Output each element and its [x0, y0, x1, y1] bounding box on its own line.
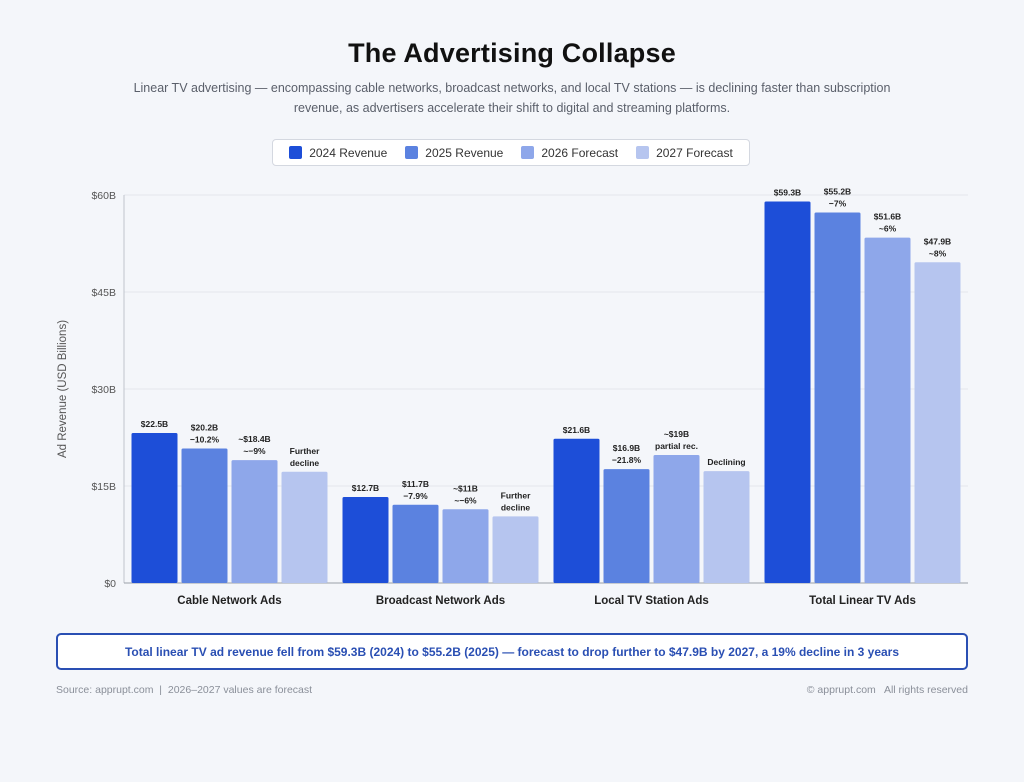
- data-label: $21.6B: [563, 425, 590, 435]
- legend-label: 2026 Forecast: [541, 145, 619, 160]
- data-label: −10.2%: [190, 434, 220, 444]
- legend-item: 2027 Forecast: [636, 146, 733, 160]
- bar: [281, 471, 328, 583]
- x-tick-label: Local TV Station Ads: [594, 595, 709, 607]
- data-label: $22.5B: [141, 419, 168, 429]
- data-label: Further: [290, 446, 320, 456]
- data-label: −7%: [829, 198, 847, 208]
- bar: [342, 496, 389, 583]
- legend-swatch: [636, 146, 650, 159]
- data-label: −21.8%: [612, 455, 642, 465]
- y-tick-label: $30B: [91, 384, 116, 396]
- data-label: $12.7B: [352, 483, 379, 493]
- bar: [914, 262, 961, 583]
- data-label: ~$19B: [664, 429, 689, 439]
- legend-item: 2024 Revenue: [289, 146, 387, 160]
- y-tick-label: $60B: [91, 190, 116, 202]
- bar: [181, 448, 228, 583]
- data-label: $59.3B: [774, 187, 801, 197]
- legend-swatch: [405, 146, 419, 159]
- data-label: ~$18.4B: [238, 434, 270, 444]
- summary-callout: Total linear TV ad revenue fell from $59…: [56, 633, 968, 670]
- data-label: partial rec.: [655, 441, 698, 451]
- y-tick-label: $0: [104, 578, 116, 590]
- bar: [231, 460, 278, 583]
- page-subtitle: Linear TV advertising — encompassing cab…: [133, 81, 891, 115]
- data-label: ~8%: [929, 248, 947, 258]
- legend-swatch: [289, 146, 303, 159]
- data-label: ~6%: [879, 224, 897, 234]
- legend-item: 2026 Forecast: [521, 146, 618, 160]
- data-label: Declining: [707, 457, 745, 467]
- data-label: decline: [501, 502, 531, 512]
- bar: [553, 438, 600, 583]
- bar: [653, 454, 700, 583]
- chart-legend: 2024 Revenue 2025 Revenue 2026 Forecast 202…: [272, 139, 750, 166]
- legend-label: 2027 Forecast: [656, 145, 733, 160]
- footer-copyright: © apprupt.com All rights reserved: [806, 684, 968, 696]
- y-axis-title: Ad Revenue (USD Billions): [57, 320, 69, 458]
- data-label: $16.9B: [613, 443, 640, 453]
- footer-source: Source: apprupt.com | 2026–2027 values a…: [56, 684, 313, 696]
- x-tick-label: Total Linear TV Ads: [809, 595, 916, 607]
- data-label: ~−6%: [454, 495, 477, 505]
- legend-swatch: [521, 146, 535, 159]
- data-label: $55.2B: [824, 186, 851, 196]
- data-label: ~−9%: [243, 446, 266, 456]
- data-label: $20.2B: [191, 422, 218, 432]
- data-label: Further: [501, 490, 531, 500]
- bar: [131, 432, 178, 583]
- bar: [814, 212, 861, 583]
- page-title: The Advertising Collapse: [348, 38, 676, 68]
- data-label: $11.7B: [402, 479, 429, 489]
- data-label: $47.9B: [924, 236, 951, 246]
- y-tick-label: $15B: [91, 481, 116, 493]
- data-label: ~$11B: [453, 483, 478, 493]
- y-tick-label: $45B: [91, 287, 116, 299]
- bar: [764, 201, 811, 583]
- bar: [492, 516, 539, 583]
- bar: [864, 237, 911, 583]
- legend-label: 2024 Revenue: [309, 145, 388, 160]
- bar: [392, 504, 439, 583]
- bar-chart: $0 $15B $30B $45B $60B Ad Revenue (USD Billio…: [57, 186, 968, 607]
- legend-item: 2025 Revenue: [405, 146, 503, 160]
- bar: [703, 471, 750, 583]
- data-label: decline: [290, 458, 320, 468]
- data-label: −7.9%: [403, 491, 428, 501]
- x-tick-label: Cable Network Ads: [177, 595, 281, 607]
- bar: [603, 469, 650, 583]
- legend-label: 2025 Revenue: [425, 145, 504, 160]
- data-label: $51.6B: [874, 212, 901, 222]
- x-tick-label: Broadcast Network Ads: [376, 595, 505, 607]
- bar: [442, 509, 489, 583]
